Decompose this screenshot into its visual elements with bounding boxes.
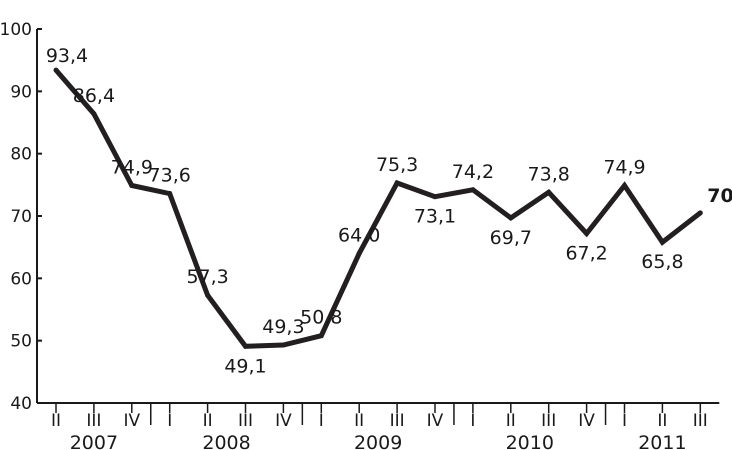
- data-label: 73,1: [414, 206, 456, 228]
- data-point: [432, 194, 438, 200]
- data-point: [129, 182, 135, 188]
- series-line: [54, 68, 702, 349]
- data-label: 67,2: [565, 242, 607, 264]
- y-tick-label: 50: [10, 332, 32, 352]
- year-label: 2009: [354, 432, 402, 450]
- x-tick-label: III: [541, 411, 556, 431]
- y-axis-ticks: 40 50 60 70 80 90 100: [0, 20, 42, 414]
- x-tick-label: I: [319, 411, 324, 431]
- data-label: 69,7: [490, 227, 532, 249]
- year-label: 2008: [202, 432, 250, 450]
- x-axis-ticks: II III IV I II III IV I II III IV I II III IV I II III: [51, 403, 708, 431]
- data-point: [470, 187, 476, 193]
- data-label: 74,9: [111, 156, 153, 178]
- year-labels: 2007 2008 2009 2010 2011: [70, 403, 687, 450]
- year-label: 2011: [638, 432, 686, 450]
- data-label: 93,4: [46, 45, 88, 67]
- x-tick-label: I: [622, 411, 627, 431]
- data-point: [356, 250, 362, 256]
- data-label: 73,6: [149, 165, 191, 187]
- x-tick-label: IV: [123, 411, 140, 431]
- data-point: [697, 210, 703, 216]
- data-label: 73,8: [528, 163, 570, 185]
- data-point: [508, 215, 514, 221]
- x-tick-label: II: [51, 411, 61, 431]
- data-label: 86,4: [73, 85, 115, 107]
- data-label: 64,0: [338, 224, 380, 246]
- x-tick-label: IV: [275, 411, 292, 431]
- x-tick-label: I: [167, 411, 172, 431]
- data-point: [394, 180, 400, 186]
- data-labels: 93,486,474,973,657,349,149,350,864,075,3…: [46, 45, 732, 377]
- data-label: 57,3: [186, 266, 228, 288]
- data-point: [280, 342, 286, 348]
- x-tick-label: I: [470, 411, 475, 431]
- x-tick-label: III: [86, 411, 101, 431]
- data-point: [622, 182, 627, 188]
- y-tick-label: 40: [10, 394, 32, 414]
- year-label: 2010: [506, 432, 554, 450]
- data-point: [584, 230, 590, 236]
- x-tick-label: IV: [578, 411, 595, 431]
- x-tick-label: II: [506, 411, 516, 431]
- x-tick-label: III: [390, 411, 405, 431]
- data-point: [546, 189, 552, 195]
- y-tick-label: 60: [10, 269, 32, 289]
- data-label: 74,9: [603, 156, 645, 178]
- x-tick-label: II: [203, 411, 213, 431]
- data-label: 65,8: [641, 251, 683, 273]
- data-point: [167, 191, 173, 197]
- data-point: [205, 292, 211, 298]
- x-tick-label: II: [657, 411, 667, 431]
- y-tick-label: 80: [10, 145, 32, 165]
- year-label: 2007: [70, 432, 118, 450]
- y-tick-label: 70: [10, 207, 32, 227]
- data-point: [659, 239, 665, 245]
- x-tick-label: II: [354, 411, 364, 431]
- data-label: 74,2: [452, 161, 494, 183]
- data-point: [53, 67, 59, 73]
- data-label: 49,1: [224, 355, 266, 377]
- y-tick-label: 90: [10, 82, 32, 102]
- data-label: 50,8: [300, 307, 342, 329]
- data-label: 70,5: [707, 185, 732, 207]
- data-label: 75,3: [376, 154, 418, 176]
- data-point: [243, 343, 248, 349]
- data-point: [318, 333, 324, 339]
- x-tick-label: III: [238, 411, 253, 431]
- y-tick-label: 100: [0, 20, 32, 40]
- data-label: 49,3: [262, 316, 304, 338]
- x-tick-label: IV: [427, 411, 444, 431]
- x-tick-label: III: [693, 411, 708, 431]
- data-points: [53, 67, 703, 349]
- data-point: [91, 111, 97, 117]
